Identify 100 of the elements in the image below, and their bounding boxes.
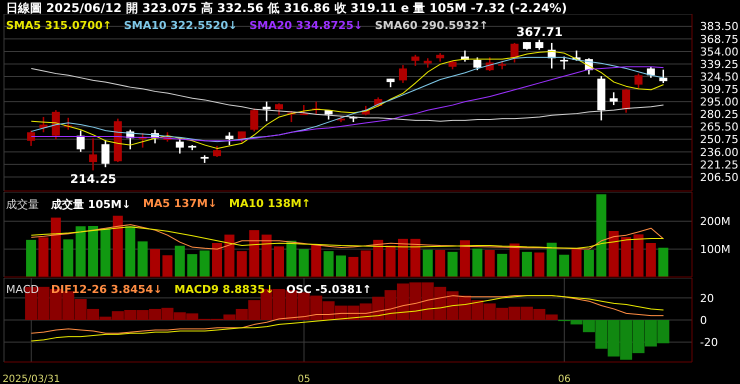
candlestick (610, 92, 618, 106)
candlestick (225, 132, 234, 146)
bar (596, 194, 606, 277)
y-tick-label: 265.50 (700, 120, 738, 134)
bar (162, 255, 172, 277)
text: SMA5 315.0700↑ (6, 19, 112, 32)
series-label: OSC -5.0381↑ (286, 283, 372, 296)
bar (324, 251, 334, 277)
annotation: 214.25 (70, 172, 116, 186)
bar (472, 248, 482, 277)
candlestick (176, 137, 184, 154)
text: SMA20 334.8725↓ (249, 19, 363, 32)
x-tick-label: 2025/03/31 (2, 374, 60, 384)
y-tick-label: 339.25 (700, 58, 738, 71)
candlestick (213, 145, 222, 158)
y-tick-label: 221.25 (700, 158, 738, 172)
y-tick-label: 280.25 (700, 108, 738, 122)
candlestick (411, 54, 420, 67)
candlestick (76, 130, 85, 153)
bar (572, 249, 582, 277)
candlestick (473, 56, 482, 71)
y-tick-label: 236.00 (700, 146, 738, 159)
y-tick-label: 206.50 (700, 170, 738, 184)
bar (658, 248, 668, 277)
bar (621, 237, 632, 277)
candlestick (52, 109, 60, 140)
text: 成交量 (6, 197, 39, 212)
candlestick (250, 108, 258, 132)
bar (274, 246, 284, 277)
bar (422, 250, 433, 277)
candlestick (634, 72, 642, 89)
bar (212, 243, 222, 277)
candlestick (300, 104, 308, 116)
candlestick (424, 58, 432, 68)
bar (435, 250, 446, 277)
text: SMA60 290.5932↑ (374, 19, 488, 32)
bar (125, 226, 136, 277)
bar (336, 256, 346, 277)
bar (150, 249, 160, 277)
text: SMA10 322.5520↓ (124, 19, 238, 32)
bar (497, 254, 508, 277)
bar (460, 240, 470, 277)
y-tick-label: 20 (700, 292, 714, 305)
bar (138, 241, 148, 277)
candlestick (27, 130, 36, 147)
series-label: MA5 137M↓ (142, 197, 218, 212)
candlestick (398, 64, 407, 84)
bar (360, 250, 371, 277)
bar (224, 234, 234, 277)
candlestick (262, 100, 271, 122)
bar (298, 249, 309, 277)
candlestick (101, 139, 110, 168)
bar (534, 252, 544, 277)
bar (200, 250, 210, 277)
bar (522, 252, 532, 277)
text: MA10 138M↑ (229, 197, 311, 212)
y-tick-label: 250.75 (700, 133, 738, 146)
x-tick-label: 05 (298, 374, 310, 384)
bar (410, 238, 420, 277)
y-tick-label: 295.00 (700, 96, 738, 109)
candlestick (89, 137, 98, 172)
line-series (30, 295, 664, 334)
bar (76, 226, 86, 277)
bar (50, 218, 61, 277)
bar (262, 234, 272, 277)
y-tick-label: 383.50 (700, 20, 738, 34)
bar (112, 216, 123, 277)
candlestick (560, 56, 568, 70)
bar (646, 243, 656, 277)
bar (187, 254, 198, 277)
y-tick-label: 324.50 (700, 70, 738, 84)
x-tick-label: 06 (558, 374, 571, 384)
text: DIF12-26 3.8454↓ (50, 283, 162, 296)
chart-title: 日線圖 2025/06/12 開 323.075 高 332.56 低 316.86 收 319.11 e 量 105M -7.32 (-2.24%) (6, 0, 567, 17)
bar (510, 244, 520, 277)
bar (38, 237, 48, 277)
candlestick (646, 66, 655, 79)
text: MACD9 8.8835↓ (174, 283, 274, 296)
y-tick-label: 309.75 (700, 83, 738, 96)
bar (448, 252, 458, 277)
y-tick-label: 100M (700, 243, 730, 256)
bar (386, 246, 396, 277)
y-tick-label: 354.00 (700, 45, 738, 58)
bar (484, 250, 495, 277)
bar (88, 226, 98, 277)
annotation: 367.71 (516, 24, 563, 39)
bar (633, 234, 644, 277)
candlestick (622, 88, 630, 114)
bar (348, 256, 358, 277)
y-tick-label: 0 (700, 314, 707, 327)
bar (546, 242, 557, 277)
bar (236, 251, 247, 277)
bar (26, 240, 36, 277)
bar (311, 244, 322, 277)
candlestick (275, 102, 283, 116)
line-series (30, 295, 664, 342)
bar (63, 239, 74, 277)
bar (286, 240, 296, 277)
candlestick (535, 39, 544, 50)
y-tick-label: 200M (700, 215, 730, 228)
